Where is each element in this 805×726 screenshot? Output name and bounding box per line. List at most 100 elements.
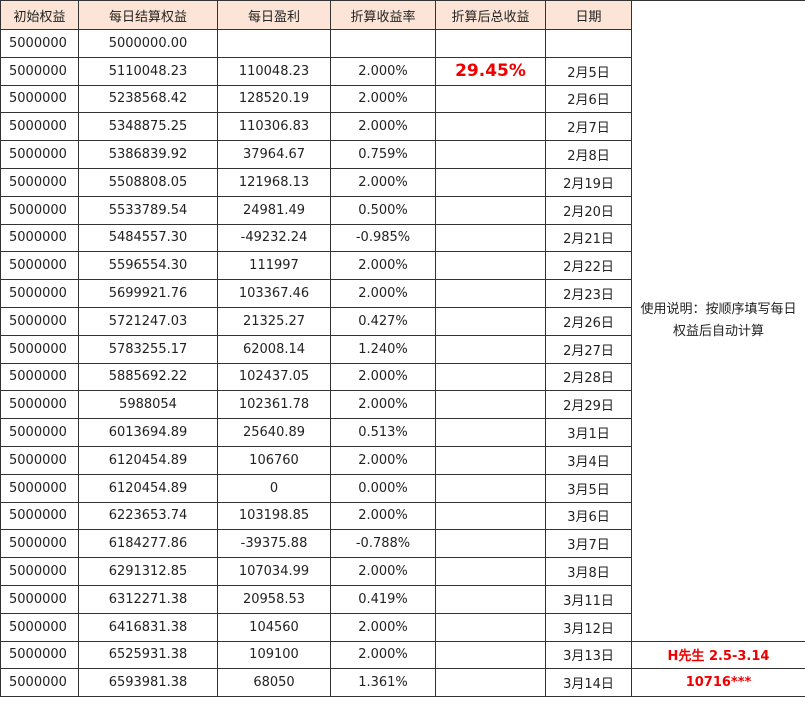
cell: 2月21日 — [545, 223, 632, 253]
empty-cell — [435, 167, 546, 197]
cell: 2.000% — [330, 251, 436, 281]
cell: 3月12日 — [545, 612, 632, 642]
empty-cell — [435, 557, 546, 586]
cell: 2月8日 — [545, 140, 632, 169]
cell: 2.000% — [330, 112, 436, 142]
cell: 3月5日 — [545, 473, 632, 503]
cell: 5000000 — [0, 529, 79, 559]
cell: 68050 — [217, 668, 331, 698]
header-cell: 每日结算权益 — [78, 0, 218, 30]
cell: 5508808.05 — [78, 167, 218, 197]
cell: 5000000 — [0, 501, 79, 531]
cell: 103198.85 — [217, 501, 331, 531]
spreadsheet: 初始权益 每日结算权益 每日盈利 折算收益率 折算后总收益 日期 使用说明：按顺序填写每日权… — [0, 0, 805, 698]
data-row: 5000000 6184277.86 -39375.88 -0.788% 3月7日 — [0, 529, 805, 559]
data-row: 5000000 5348875.25 110306.83 2.000% 2月7日 — [0, 112, 805, 142]
empty-cell — [435, 501, 546, 531]
cell: 2.000% — [330, 56, 436, 86]
cell: 37964.67 — [217, 140, 331, 169]
cell: 5000000 — [0, 334, 79, 364]
data-row: 5000000 5484557.30 -49232.24 -0.985% 2月21日 — [0, 223, 805, 253]
cell: 3月7日 — [545, 529, 632, 559]
author-label: H先生 2.5-3.14 — [631, 640, 805, 670]
data-row: 5000000 5783255.17 62008.14 1.240% 2月27日 — [0, 334, 805, 364]
data-row: 5000000 6120454.89 106760 2.000% 3月4日 — [0, 445, 805, 475]
cell: 110048.23 — [217, 56, 331, 86]
cell: 2月29日 — [545, 390, 632, 420]
cell: 5000000 — [0, 418, 79, 447]
cell: 6223653.74 — [78, 501, 218, 531]
data-row: 5000000 5885692.22 102437.05 2.000% 2月28日 — [0, 362, 805, 392]
empty-cell — [435, 223, 546, 253]
cell: 3月13日 — [545, 640, 632, 670]
cell: -0.788% — [330, 529, 436, 559]
cell: 2月27日 — [545, 334, 632, 364]
cell: 2.000% — [330, 612, 436, 642]
data-row: 5000000 6593981.38 68050 1.361% 3月14日 10716**… — [0, 668, 805, 698]
cell: 2月26日 — [545, 306, 632, 336]
cell: 5783255.17 — [78, 334, 218, 364]
cell: 3月14日 — [545, 668, 632, 698]
empty-cell — [545, 29, 632, 58]
empty-cell — [435, 529, 546, 559]
cell: 5721247.03 — [78, 306, 218, 336]
empty-cell — [330, 29, 436, 58]
cell: 5000000.00 — [78, 29, 218, 58]
cell: 5386839.92 — [78, 140, 218, 169]
cell: 5348875.25 — [78, 112, 218, 142]
cell: 5596554.30 — [78, 251, 218, 281]
header-cell: 初始权益 — [0, 0, 79, 30]
cell: 29.45% — [435, 56, 546, 86]
cell: 128520.19 — [217, 84, 331, 114]
cell: 2月23日 — [545, 279, 632, 308]
code-label: 10716*** — [631, 668, 805, 698]
cell: 5000000 — [0, 112, 79, 142]
cell: 106760 — [217, 445, 331, 475]
cell: 2月7日 — [545, 112, 632, 142]
cell: 5000000 — [0, 473, 79, 503]
cell: 5000000 — [0, 279, 79, 308]
data-row: 5000000 5533789.54 24981.49 0.500% 2月20日 — [0, 195, 805, 225]
empty-cell — [435, 306, 546, 336]
cell: 6593981.38 — [78, 668, 218, 698]
data-row: 5000000 5000000.00 — [0, 29, 805, 58]
header-cell: 折算收益率 — [330, 0, 436, 30]
cell: 3月6日 — [545, 501, 632, 531]
cell: 102437.05 — [217, 362, 331, 392]
cell: 5533789.54 — [78, 195, 218, 225]
cell: 0.000% — [330, 473, 436, 503]
cell: 3月8日 — [545, 557, 632, 586]
cell: 5000000 — [0, 195, 79, 225]
empty-cell — [435, 584, 546, 614]
data-row: 5000000 6223653.74 103198.85 2.000% 3月6日 — [0, 501, 805, 531]
cell: 2月5日 — [545, 56, 632, 86]
cell: 5885692.22 — [78, 362, 218, 392]
cell: 6120454.89 — [78, 473, 218, 503]
cell: 3月1日 — [545, 418, 632, 447]
cell: 5000000 — [0, 445, 79, 475]
cell: 5000000 — [0, 167, 79, 197]
cell: 2.000% — [330, 445, 436, 475]
empty-cell — [435, 334, 546, 364]
cell: 5000000 — [0, 84, 79, 114]
cell: 2.000% — [330, 390, 436, 420]
cell: 6291312.85 — [78, 557, 218, 586]
cell: 5000000 — [0, 251, 79, 281]
empty-cell — [435, 362, 546, 392]
empty-cell — [435, 195, 546, 225]
cell: 6312271.38 — [78, 584, 218, 614]
cell: 5484557.30 — [78, 223, 218, 253]
cell: 5238568.42 — [78, 84, 218, 114]
cell: 6416831.38 — [78, 612, 218, 642]
cell: 110306.83 — [217, 112, 331, 142]
cell: 5000000 — [0, 56, 79, 86]
cell: 107034.99 — [217, 557, 331, 586]
cell: 5699921.76 — [78, 279, 218, 308]
cell: 2.000% — [330, 362, 436, 392]
cell: 5000000 — [0, 29, 79, 58]
empty-cell — [435, 29, 546, 58]
cell: 2月19日 — [545, 167, 632, 197]
cell: 21325.27 — [217, 306, 331, 336]
cell: 5000000 — [0, 584, 79, 614]
